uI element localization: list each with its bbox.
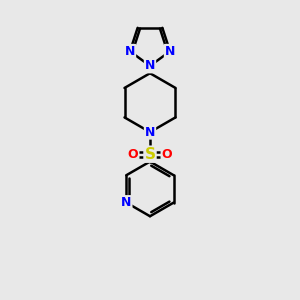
Text: S: S bbox=[145, 147, 155, 162]
Text: N: N bbox=[145, 59, 155, 72]
Text: O: O bbox=[128, 148, 139, 161]
Text: N: N bbox=[145, 126, 155, 139]
Text: N: N bbox=[165, 45, 175, 58]
Text: N: N bbox=[121, 196, 131, 209]
Text: O: O bbox=[161, 148, 172, 161]
Text: N: N bbox=[125, 45, 135, 58]
